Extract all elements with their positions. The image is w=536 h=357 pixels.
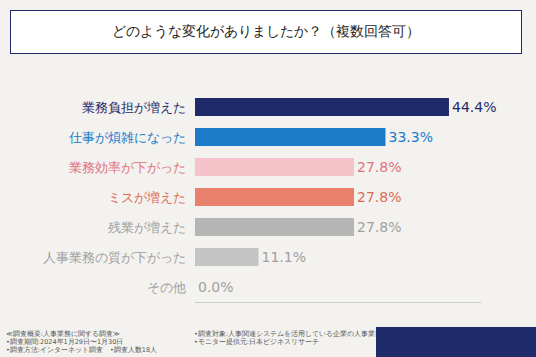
svg-text:人事業務の質が下がった: 人事業務の質が下がった [43, 250, 186, 265]
svg-text:ミスが増えた: ミスが増えた [108, 190, 186, 205]
html-text:どのような変化がありましたか？（複数回答可）: どのような変化がありましたか？（複数回答可） [112, 23, 420, 39]
svg-text:27.8%: 27.8% [357, 189, 401, 205]
svg-text:33.3%: 33.3% [388, 129, 432, 145]
svg-text:仕事が煩雑になった: 仕事が煩雑になった [68, 130, 186, 145]
svg-text:27.8%: 27.8% [357, 159, 401, 175]
html-text:•調査対象:人事関連システムを活用している企業の人事業務担当: •調査対象:人事関連システムを活用している企業の人事業務担当者 [194, 330, 403, 338]
svg-text:27.8%: 27.8% [357, 219, 401, 235]
html-text:≪調査概要:人事業務に関する調査≫: ≪調査概要:人事業務に関する調査≫ [6, 330, 120, 338]
html-text:•調査方法:インターネット調査 •調査人数18人: •調査方法:インターネット調査 •調査人数18人 [6, 346, 158, 354]
svg-text:44.4%: 44.4% [452, 99, 496, 115]
svg-text:11.1%: 11.1% [261, 249, 305, 265]
svg-text:業務負担が増えた: 業務負担が増えた [82, 100, 186, 115]
svg-text:残業が増えた: 残業が増えた [108, 220, 186, 235]
html-text:•調査期間:2024年1月29日〜1月30日: •調査期間:2024年1月29日〜1月30日 [6, 338, 124, 346]
svg-text:0.0%: 0.0% [198, 279, 234, 295]
svg-text:業務効率が下がった: 業務効率が下がった [69, 160, 186, 175]
svg-text:その他: その他 [147, 280, 186, 295]
html-text:•モニター提供元:日本ビジネスリサーチ: •モニター提供元:日本ビジネスリサーチ [194, 338, 319, 346]
